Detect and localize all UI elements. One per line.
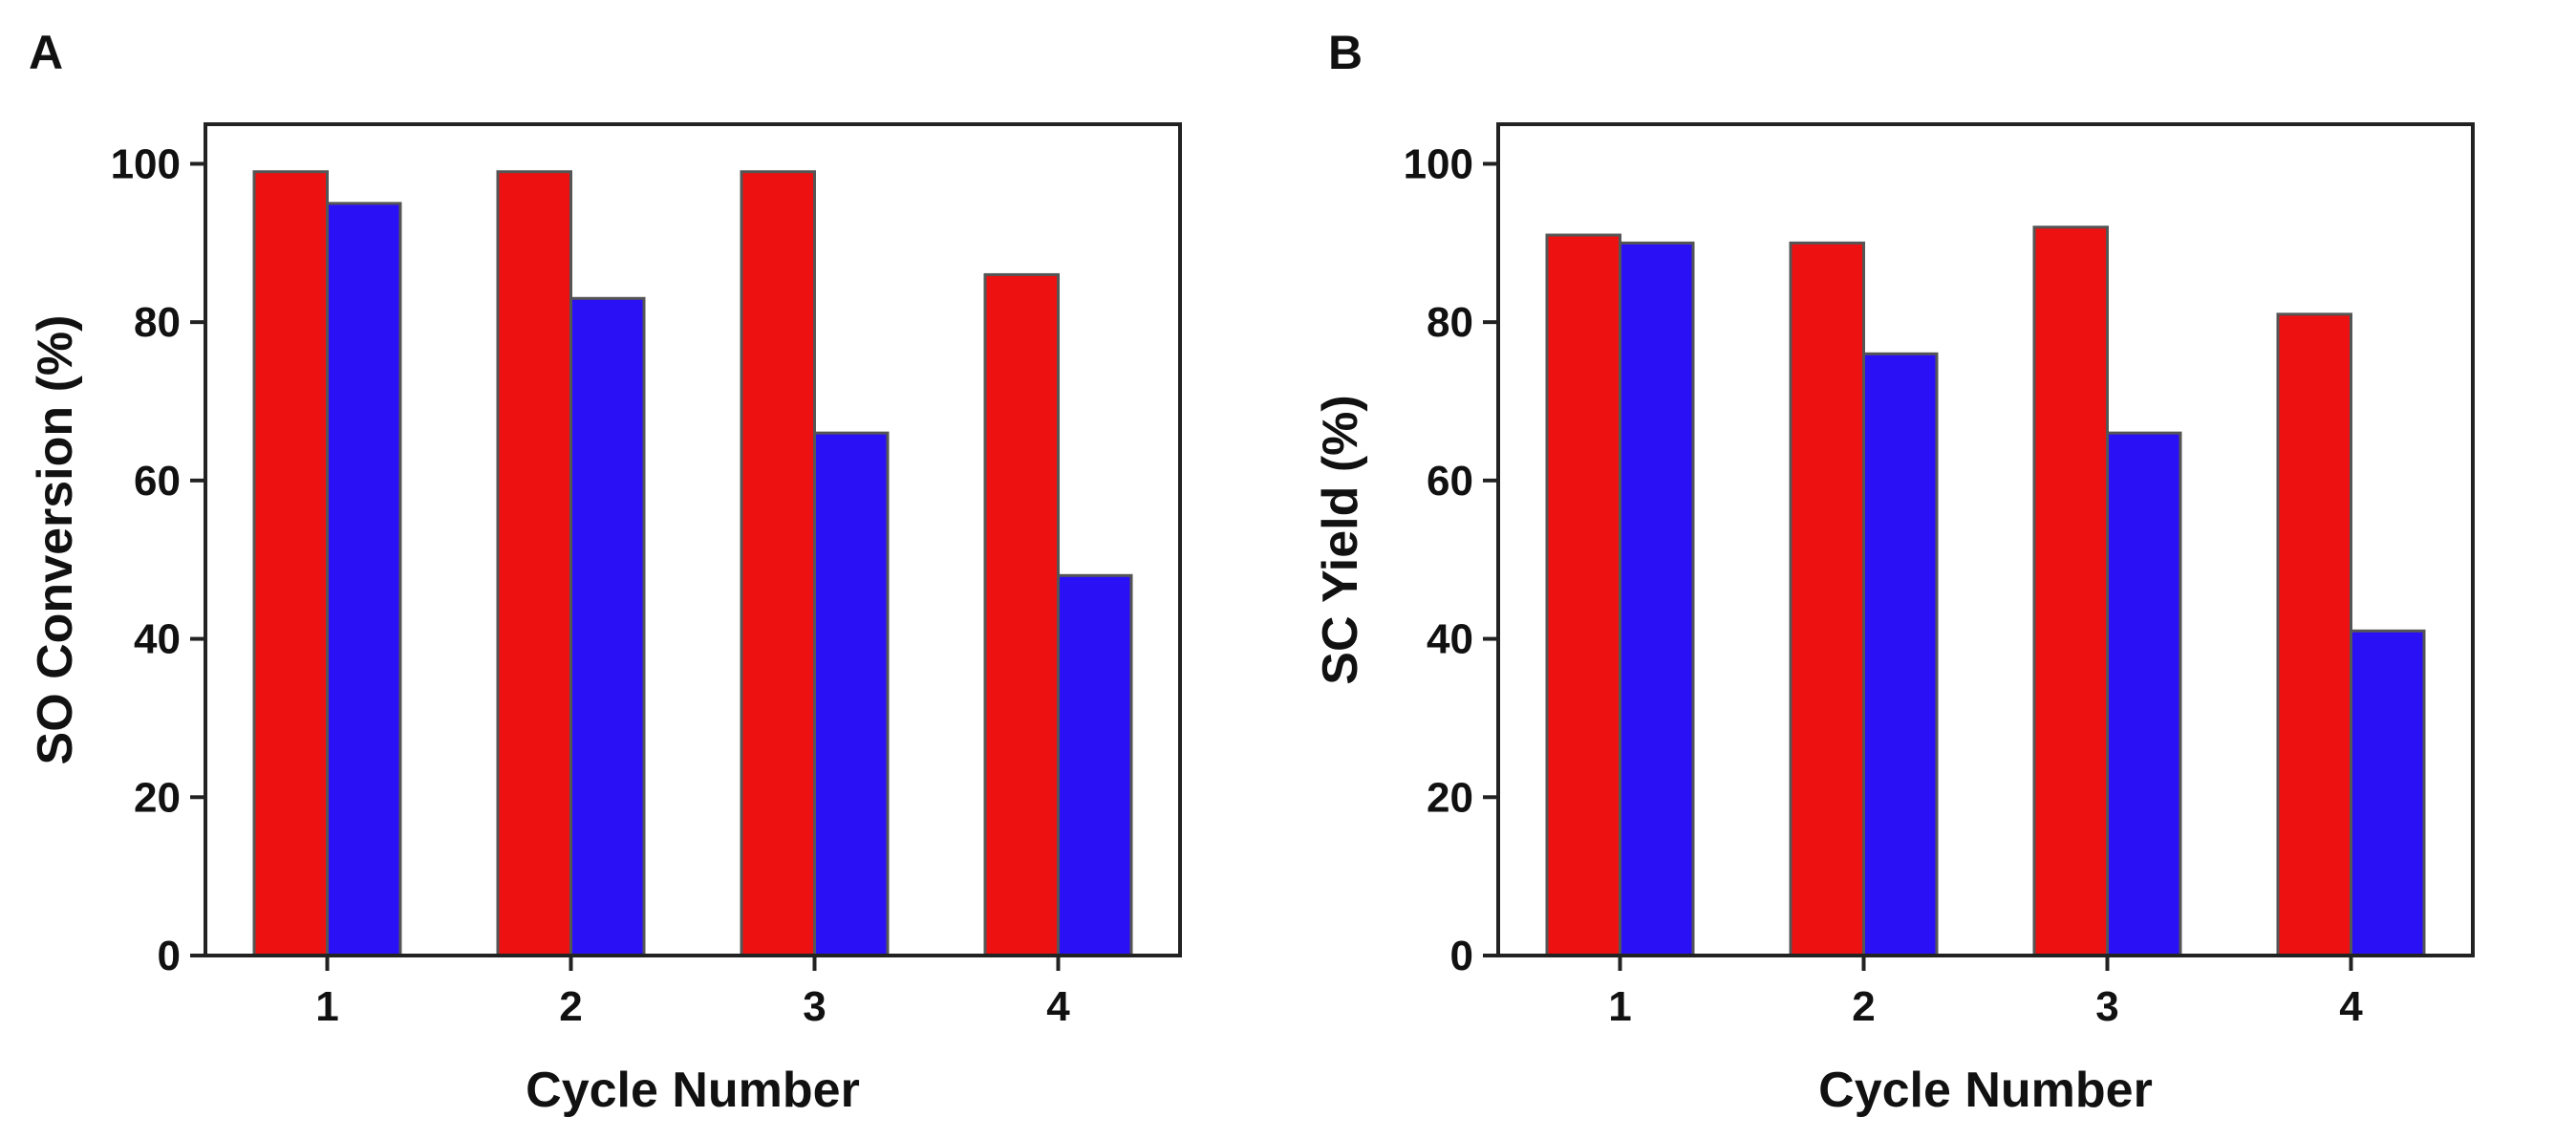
panel-b-x-tick-label: 4 xyxy=(2339,983,2363,1030)
panel-b-bar-series2-cycle1 xyxy=(1619,241,1695,957)
panel-a: A 0 20 40 60 80 100 1 2 3 4 SO Conversion (%) Cy… xyxy=(28,26,1182,1118)
panel-a-bar-series1-cycle3 xyxy=(740,170,816,957)
panel-a-x-tick-label: 2 xyxy=(559,983,582,1030)
panel-b-y-tick-label: 0 xyxy=(1450,933,1473,979)
panel-b-bar-series1-cycle2 xyxy=(1789,241,1865,957)
panel-b-y-axis-title: SC Yield (%) xyxy=(1313,395,1368,684)
panel-a-x-tick-label: 4 xyxy=(1046,983,1070,1030)
panel-b-y-tick-label: 40 xyxy=(1427,616,1473,663)
panel-b-x-axis: 1 2 3 4 xyxy=(1608,956,2363,1030)
panel-a-bar-series1-cycle1 xyxy=(252,170,329,957)
panel-a-x-tick-label: 1 xyxy=(315,983,338,1030)
panel-b-bar-series2-cycle3 xyxy=(2106,431,2182,957)
panel-b-y-tick-label: 80 xyxy=(1427,299,1473,346)
panel-b-x-tick-label: 3 xyxy=(2095,983,2118,1030)
panel-a-y-axis-title: SO Conversion (%) xyxy=(28,315,83,765)
panel-a-bar-series1-cycle2 xyxy=(496,170,572,957)
panel-a-x-tick-label: 3 xyxy=(803,983,826,1030)
panel-a-y-axis: 0 20 40 60 80 100 xyxy=(111,140,205,979)
panel-b-bar-series2-cycle4 xyxy=(2350,629,2426,957)
panel-b: B 0 20 40 60 80 100 1 2 3 4 SC Yield (%) Cycle N… xyxy=(1313,26,2475,1118)
panel-b-plot-frame xyxy=(1496,122,2475,957)
panel-a-y-tick-label: 20 xyxy=(134,774,181,821)
panel-a-x-axis-title: Cycle Number xyxy=(526,1063,860,1118)
panel-b-y-tick-label: 20 xyxy=(1427,774,1473,821)
panel-a-x-axis: 1 2 3 4 xyxy=(315,956,1070,1030)
panel-a-y-tick-label: 100 xyxy=(111,140,181,187)
panel-b-bar-series2-cycle2 xyxy=(1862,352,1939,957)
panel-b-x-tick-label: 1 xyxy=(1608,983,1631,1030)
panel-a-bar-series2-cycle1 xyxy=(326,202,402,957)
panel-a-y-tick-label: 60 xyxy=(134,458,181,505)
panel-b-bar-series1-cycle4 xyxy=(2276,312,2352,957)
panel-b-bar-series1-cycle1 xyxy=(1545,233,1621,957)
panel-b-y-tick-label: 100 xyxy=(1404,140,1473,187)
panel-b-y-tick-label: 60 xyxy=(1427,458,1473,505)
panel-a-y-tick-label: 80 xyxy=(134,299,181,346)
panel-b-bar-series1-cycle3 xyxy=(2032,226,2109,957)
panel-b-label: B xyxy=(1328,26,1363,79)
panel-a-plot-frame xyxy=(204,122,1182,957)
panel-a-y-tick-label: 40 xyxy=(134,616,181,663)
panel-b-y-axis: 0 20 40 60 80 100 xyxy=(1404,140,1498,979)
panel-a-bar-series1-cycle4 xyxy=(983,272,1060,957)
panel-a-y-tick-label: 0 xyxy=(158,933,181,979)
panel-b-x-tick-label: 2 xyxy=(1852,983,1875,1030)
panel-b-x-axis-title: Cycle Number xyxy=(1818,1063,2153,1118)
panel-a-label: A xyxy=(29,26,63,79)
panel-a-bar-series2-cycle4 xyxy=(1057,573,1133,957)
panel-a-bars xyxy=(252,170,1133,957)
panel-a-bar-series2-cycle2 xyxy=(569,296,646,957)
panel-b-bars xyxy=(1545,226,2426,957)
panel-a-bar-series2-cycle3 xyxy=(813,431,890,957)
